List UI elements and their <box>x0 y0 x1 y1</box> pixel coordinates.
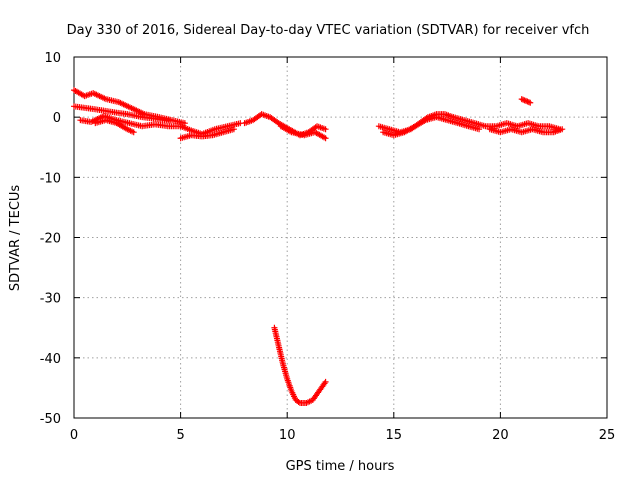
data-point <box>315 389 322 396</box>
data-point <box>124 119 131 126</box>
data-point <box>218 129 225 136</box>
data-point <box>320 125 327 132</box>
y-axis-ticks: 10 0 -10 -20 -30 -40 -50 <box>40 51 607 427</box>
data-point <box>229 126 236 133</box>
data-point <box>384 125 391 132</box>
data-point <box>295 398 302 405</box>
data-point <box>165 117 172 124</box>
data-point <box>275 340 282 347</box>
y-tick-label: -10 <box>40 171 61 186</box>
data-point <box>474 125 481 132</box>
data-point <box>122 125 129 132</box>
y-tick-label: -50 <box>40 412 61 427</box>
data-point <box>207 132 214 139</box>
data-point <box>448 113 455 120</box>
chart-title: Day 330 of 2016, Sidereal Day-to-day VTE… <box>67 23 590 38</box>
y-tick-label: -20 <box>40 232 61 247</box>
data-point <box>265 113 272 120</box>
data-point <box>137 113 144 120</box>
data-point <box>321 134 328 141</box>
data-point <box>113 98 120 105</box>
data-point <box>421 118 428 125</box>
data-point <box>175 123 182 130</box>
data-point <box>525 99 532 106</box>
data-point <box>452 119 459 126</box>
x-tick-label: 5 <box>176 428 184 443</box>
data-point <box>548 129 555 136</box>
data-point <box>321 380 328 387</box>
data-point <box>557 126 564 133</box>
data-point <box>463 122 470 129</box>
y-axis-label: SDTVAR / TECUs <box>8 185 23 292</box>
data-point <box>459 116 466 123</box>
x-tick-label: 15 <box>386 428 403 443</box>
x-tick-label: 20 <box>492 428 509 443</box>
data-point <box>283 374 290 381</box>
x-tick-label: 25 <box>599 428 616 443</box>
data-point <box>521 97 528 104</box>
y-tick-label: 10 <box>44 51 61 66</box>
data-points <box>71 87 566 406</box>
data-point <box>101 95 108 102</box>
x-axis-ticks: 0 5 10 15 20 25 <box>70 57 615 443</box>
x-axis-label: GPS time / hours <box>286 459 395 474</box>
data-point <box>410 124 417 131</box>
data-point <box>442 116 449 123</box>
data-point <box>111 119 118 126</box>
data-point <box>301 399 308 406</box>
data-point <box>440 111 447 118</box>
data-point <box>122 110 129 117</box>
data-point <box>279 359 286 366</box>
data-point <box>235 120 242 127</box>
data-point <box>180 119 187 126</box>
x-tick-label: 10 <box>279 428 296 443</box>
y-tick-label: 0 <box>53 111 61 126</box>
data-point <box>399 129 406 136</box>
data-point <box>186 126 193 133</box>
data-point <box>126 104 133 111</box>
data-point <box>248 117 255 124</box>
data-point <box>470 119 477 126</box>
grid-lines <box>74 57 607 418</box>
data-point <box>209 126 216 133</box>
y-tick-label: -40 <box>40 352 61 367</box>
y-tick-label: -30 <box>40 292 61 307</box>
data-point <box>129 128 136 135</box>
x-tick-label: 0 <box>70 428 78 443</box>
data-point <box>286 128 293 135</box>
data-point <box>287 386 294 393</box>
data-point <box>222 123 229 130</box>
